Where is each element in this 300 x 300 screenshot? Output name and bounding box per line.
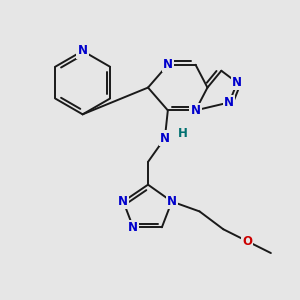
Text: N: N	[190, 104, 201, 117]
Text: N: N	[163, 58, 173, 71]
Text: N: N	[160, 132, 170, 145]
Text: N: N	[118, 195, 128, 208]
Text: N: N	[232, 76, 242, 89]
Text: O: O	[242, 235, 252, 248]
Text: N: N	[128, 221, 138, 234]
Text: N: N	[224, 96, 234, 109]
Text: H: H	[178, 127, 188, 140]
Text: N: N	[167, 195, 177, 208]
Text: N: N	[78, 44, 88, 57]
